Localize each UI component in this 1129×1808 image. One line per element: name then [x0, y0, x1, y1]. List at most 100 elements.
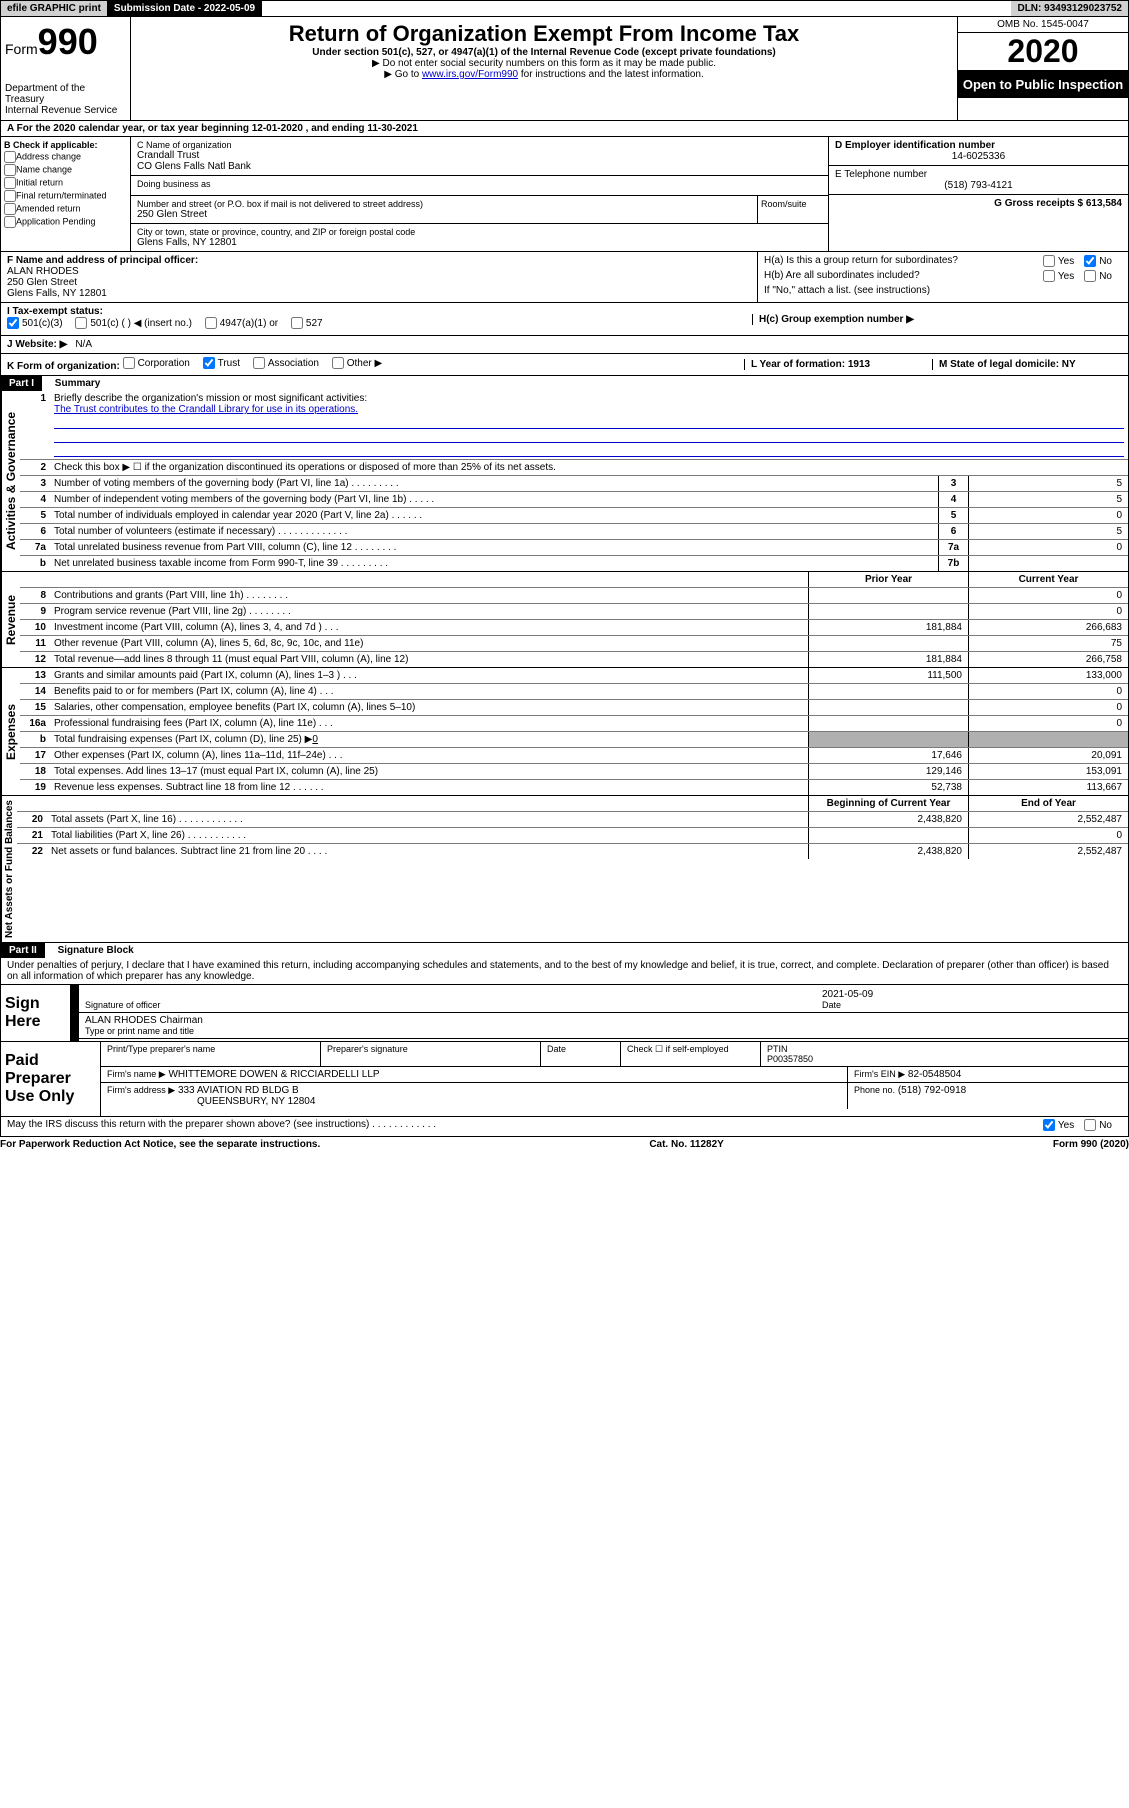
l10-curr: 266,683 [968, 620, 1128, 635]
l20-curr: 2,552,487 [968, 812, 1128, 827]
dln-label: DLN: 93493129023752 [1011, 1, 1128, 16]
l18-prior: 129,146 [808, 764, 968, 779]
l9-prior [808, 604, 968, 619]
l15-prior [808, 700, 968, 715]
part1-title: Summary [45, 378, 101, 389]
cb-amended[interactable] [4, 203, 16, 215]
vert-governance: Activities & Governance [1, 391, 20, 571]
room-label: Room/suite [758, 196, 828, 223]
pra-notice: For Paperwork Reduction Act Notice, see … [0, 1139, 320, 1150]
cb-hb-yes[interactable] [1043, 270, 1055, 282]
l7b-text: Net unrelated business taxable income fr… [50, 556, 938, 571]
sig-officer-label: Signature of officer [85, 1000, 822, 1010]
l19-prior: 52,738 [808, 780, 968, 795]
l4-text: Number of independent voting members of … [50, 492, 938, 507]
cat-no: Cat. No. 11282Y [649, 1139, 723, 1150]
efile-label[interactable]: efile GRAPHIC print [1, 1, 108, 16]
sig-date-val: 2021-05-09 [822, 989, 1122, 1000]
officer-city: Glens Falls, NY 12801 [7, 288, 751, 299]
cb-ha-no[interactable] [1084, 255, 1096, 267]
cb-application-pending[interactable] [4, 216, 16, 228]
cb-trust[interactable] [203, 357, 215, 369]
l14-curr: 0 [968, 684, 1128, 699]
sign-here-label: Sign Here [1, 985, 71, 1041]
firm-addr-label: Firm's address ▶ [107, 1085, 175, 1095]
prep-date-label: Date [541, 1042, 621, 1066]
tax-status-label: I Tax-exempt status: [7, 306, 103, 317]
dept-label: Department of the Treasury [5, 83, 126, 105]
ptin-label: PTIN [767, 1044, 1122, 1054]
l16a-prior [808, 716, 968, 731]
l5-text: Total number of individuals employed in … [50, 508, 938, 523]
cb-ha-yes[interactable] [1043, 255, 1055, 267]
l9-text: Program service revenue (Part VIII, line… [50, 604, 808, 619]
form-title: Return of Organization Exempt From Incom… [135, 21, 953, 47]
ha-label: H(a) Is this a group return for subordin… [764, 255, 958, 270]
l16a-curr: 0 [968, 716, 1128, 731]
hb-note: If "No," attach a list. (see instruction… [764, 285, 1122, 296]
omb-label: OMB No. 1545-0047 [958, 17, 1128, 33]
l5-val: 0 [968, 508, 1128, 523]
box-c: C Name of organization Crandall Trust CO… [131, 137, 828, 251]
ptin-value: P00357850 [767, 1054, 1122, 1064]
firm-name-label: Firm's name ▶ [107, 1069, 166, 1079]
note-link: ▶ Go to www.irs.gov/Form990 for instruct… [135, 69, 953, 80]
l2-text: Check this box ▶ ☐ if the organization d… [50, 460, 1128, 475]
cb-initial-return[interactable] [4, 177, 16, 189]
cb-501c[interactable] [75, 317, 87, 329]
l19-curr: 113,667 [968, 780, 1128, 795]
line-a: A For the 2020 calendar year, or tax yea… [0, 121, 1129, 137]
addr-label: Number and street (or P.O. box if mail i… [137, 199, 751, 209]
l10-prior: 181,884 [808, 620, 968, 635]
l15-text: Salaries, other compensation, employee b… [50, 700, 808, 715]
l17-text: Other expenses (Part IX, column (A), lin… [50, 748, 808, 763]
l12-prior: 181,884 [808, 652, 968, 667]
website-label: J Website: ▶ [7, 339, 67, 350]
l12-text: Total revenue—add lines 8 through 11 (mu… [50, 652, 808, 667]
l11-text: Other revenue (Part VIII, column (A), li… [50, 636, 808, 651]
l7b-val [968, 556, 1128, 571]
l15-curr: 0 [968, 700, 1128, 715]
ein-value: 14-6025336 [835, 151, 1122, 162]
l3-text: Number of voting members of the governin… [50, 476, 938, 491]
org-name-label: C Name of organization [137, 140, 822, 150]
cb-name-change[interactable] [4, 164, 16, 176]
l13-curr: 133,000 [968, 668, 1128, 683]
cb-hb-no[interactable] [1084, 270, 1096, 282]
l8-prior [808, 588, 968, 603]
l11-prior [808, 636, 968, 651]
state-domicile: M State of legal domicile: NY [932, 359, 1122, 370]
cb-501c3[interactable] [7, 317, 19, 329]
vert-expenses: Expenses [1, 668, 20, 795]
l21-curr: 0 [968, 828, 1128, 843]
l22-curr: 2,552,487 [968, 844, 1128, 859]
part2-title: Signature Block [48, 945, 134, 956]
irs-link[interactable]: www.irs.gov/Form990 [422, 69, 518, 80]
discuss-label: May the IRS discuss this return with the… [7, 1119, 436, 1134]
website-value: N/A [75, 339, 92, 350]
l14-text: Benefits paid to or for members (Part IX… [50, 684, 808, 699]
l11-curr: 75 [968, 636, 1128, 651]
cb-address-change[interactable] [4, 151, 16, 163]
cb-final-return[interactable] [4, 190, 16, 202]
cb-assoc[interactable] [253, 357, 265, 369]
submission-date-button[interactable]: Submission Date - 2022-05-09 [108, 1, 262, 16]
cb-other[interactable] [332, 357, 344, 369]
cb-4947[interactable] [205, 317, 217, 329]
type-name-label: Type or print name and title [85, 1026, 1122, 1036]
l3-val: 5 [968, 476, 1128, 491]
part2-header: Part II [1, 943, 45, 958]
part1-header: Part I [1, 376, 42, 391]
org-name-2: CO Glens Falls Natl Bank [137, 161, 822, 172]
paid-preparer-label: Paid Preparer Use Only [1, 1042, 101, 1116]
l19-text: Revenue less expenses. Subtract line 18 … [50, 780, 808, 795]
l6-text: Total number of volunteers (estimate if … [50, 524, 938, 539]
l14-prior [808, 684, 968, 699]
cb-corp[interactable] [123, 357, 135, 369]
cb-527[interactable] [291, 317, 303, 329]
note-ssn: ▶ Do not enter social security numbers o… [135, 58, 953, 69]
top-bar: efile GRAPHIC print Submission Date - 20… [0, 0, 1129, 17]
officer-name: ALAN RHODES [7, 266, 751, 277]
cb-discuss-no[interactable] [1084, 1119, 1096, 1131]
cb-discuss-yes[interactable] [1043, 1119, 1055, 1131]
